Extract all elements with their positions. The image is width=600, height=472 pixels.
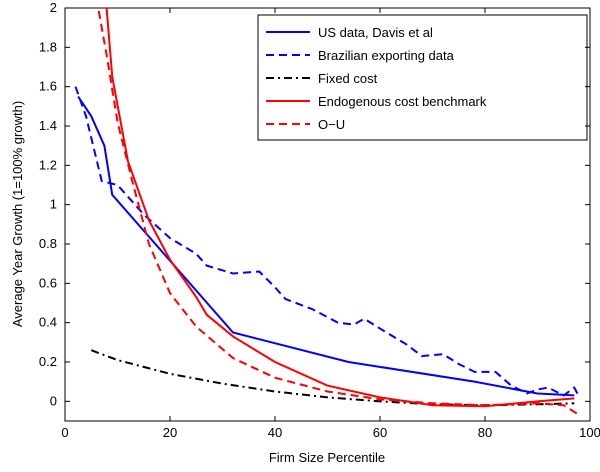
x-tick-label: 20	[163, 425, 177, 440]
y-axis-label: Average Year Growth (1=100% growth)	[10, 101, 25, 327]
series-line	[74, 86, 581, 398]
x-tick-label: 80	[478, 425, 492, 440]
series-line	[105, 8, 575, 408]
y-tick-label: 1	[50, 197, 57, 212]
x-tick-label: 0	[61, 425, 68, 440]
y-tick-label: 0.8	[39, 236, 57, 251]
y-tick-label: 1.2	[39, 157, 57, 172]
y-tick-label: 0.2	[39, 354, 57, 369]
legend-label: Endogenous cost benchmark	[318, 94, 487, 109]
y-tick-label: 0.6	[39, 275, 57, 290]
series-line	[77, 95, 575, 397]
y-tick-label: 1.8	[39, 39, 57, 54]
legend-label: O−U	[318, 117, 345, 132]
legend-label: US data, Davis et al	[318, 25, 433, 40]
plot-lines	[74, 8, 581, 416]
x-axis-label: Firm Size Percentile	[269, 450, 385, 465]
y-tick-label: 1.4	[39, 118, 57, 133]
y-tick-label: 0	[50, 393, 57, 408]
legend: US data, Davis et al Brazilian exporting …	[257, 14, 588, 141]
legend-label: Brazilian exporting data	[318, 48, 455, 63]
x-tick-label: 100	[579, 425, 600, 440]
y-tick-label: 0.4	[39, 315, 57, 330]
legend-label: Fixed cost	[318, 71, 378, 86]
series-line	[97, 8, 581, 416]
legend-box	[257, 14, 588, 141]
x-tick-label: 60	[373, 425, 387, 440]
y-tick-label: 1.6	[39, 79, 57, 94]
y-tick-label: 2	[50, 0, 57, 15]
x-tick-label: 40	[268, 425, 282, 440]
